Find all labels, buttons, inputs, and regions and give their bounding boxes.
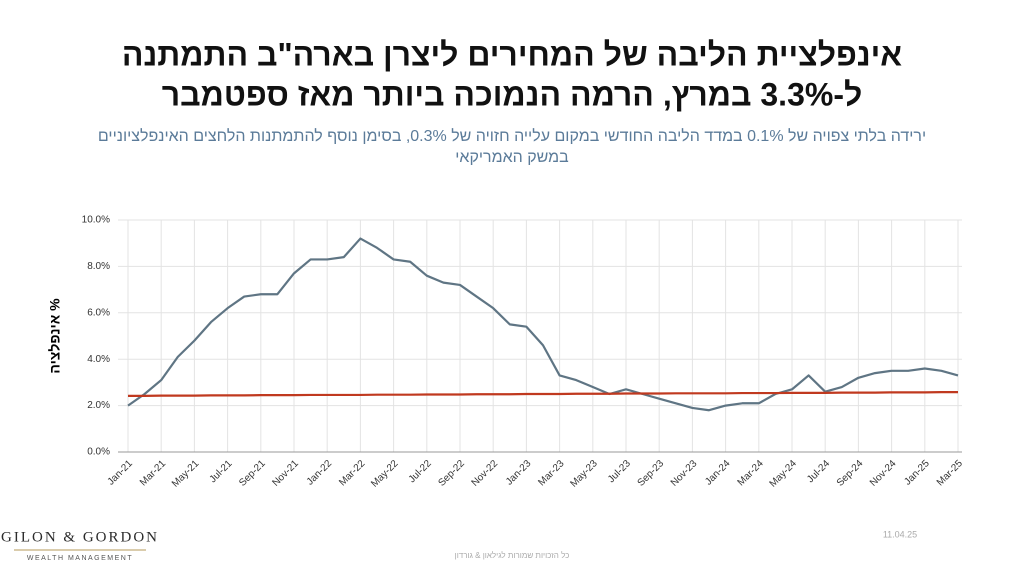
x-tick-label: Jan-22 — [305, 458, 335, 488]
footer: כל הזכויות שמורות לגילאון & גורדון — [455, 551, 570, 560]
x-tick-label: Mar-24 — [736, 458, 766, 488]
x-tick-label: Sep-21 — [237, 458, 268, 489]
x-tick-label: Jul-21 — [208, 458, 235, 485]
subtitle-line: ירידה בלתי צפויה של 0.1% במדד הליבה החוד… — [98, 127, 926, 145]
x-tick-label: May-21 — [170, 458, 202, 490]
y-axis-label: % אינפלציה — [47, 298, 63, 374]
y-tick-label: 10.0% — [82, 215, 110, 226]
title-line: אינפלציית הליבה של המחירים ליצרן בארה"ב … — [122, 36, 902, 72]
series-line — [128, 391, 958, 397]
series-line — [127, 237, 959, 412]
date: 11.04.25 — [883, 529, 917, 539]
x-tick-label: Mar-23 — [536, 458, 566, 488]
x-tick-label: Sep-24 — [835, 458, 866, 489]
x-tick-label: Jan-21 — [106, 458, 136, 488]
x-tick-label: Mar-22 — [337, 458, 367, 488]
x-tick-label: Nov-24 — [868, 458, 899, 489]
y-tick-label: 8.0% — [87, 261, 110, 272]
logo-tagline: WEALTH MANAGEMENT — [27, 555, 133, 562]
y-tick-label: 2.0% — [87, 400, 110, 411]
y-tick-label: 4.0% — [87, 354, 110, 365]
y-tick-label: 0.0% — [87, 447, 110, 458]
logo-name: GILON & GORDON — [1, 529, 159, 545]
x-tick-label: Jul-23 — [606, 458, 633, 485]
x-tick-label: Sep-22 — [436, 458, 467, 489]
subtitle-line: במשק האמריקאי — [455, 149, 569, 166]
x-tick-label: Jan-24 — [703, 458, 733, 488]
x-tick-label: Mar-25 — [935, 458, 965, 488]
x-tick-label: Jan-23 — [504, 458, 534, 488]
x-tick-label: Nov-22 — [470, 458, 501, 489]
x-tick-label: May-23 — [568, 458, 600, 490]
x-tick-label: Jul-24 — [805, 458, 832, 485]
x-tick-label: May-22 — [369, 458, 401, 490]
y-tick-label: 6.0% — [87, 307, 110, 318]
title-line: ל-3.3% במרץ, הרמה הנמוכה ביותר מאז ספטמב… — [162, 76, 863, 112]
x-tick-label: May-24 — [768, 458, 800, 490]
x-tick-label: Jan-25 — [902, 458, 932, 488]
x-tick-label: Nov-23 — [669, 458, 700, 489]
plot: 0.0%2.0%4.0%6.0%8.0%10.0%Jan-21 Mar-21 May… — [82, 215, 966, 490]
x-tick-label: Jul-22 — [407, 458, 434, 485]
x-tick-label: Sep-23 — [636, 458, 667, 489]
x-tick-label: Mar-21 — [138, 458, 168, 488]
x-tick-label: Nov-21 — [270, 458, 301, 489]
